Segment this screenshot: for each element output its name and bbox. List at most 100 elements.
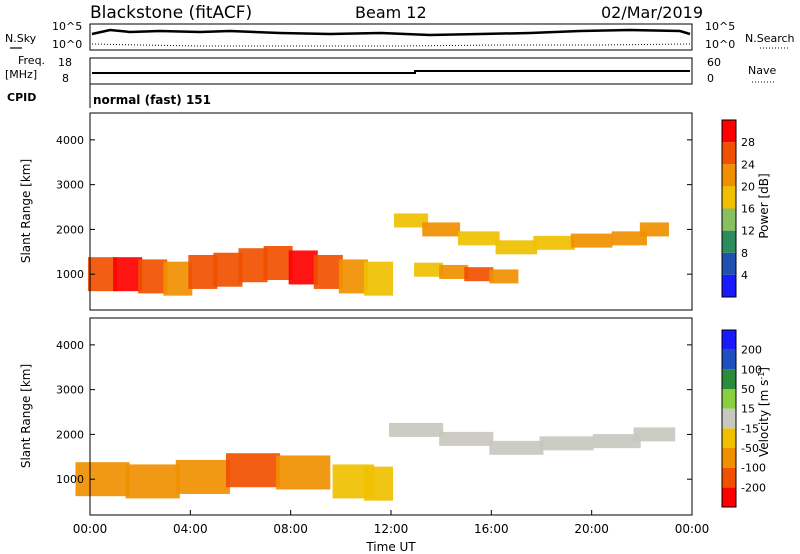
colorbar-segment	[722, 142, 736, 165]
colorbar-tick-label: -50	[741, 442, 759, 455]
colorbar-segment	[722, 408, 736, 429]
colorbar-segment	[722, 448, 736, 468]
data-cell	[138, 259, 168, 294]
nave-tick-bottom: 0	[707, 72, 714, 85]
colorbar-tick-label: -100	[741, 462, 766, 475]
velocity-colorbar-label-exponent: -1	[757, 372, 766, 380]
colorbar-tick-label: 24	[741, 158, 755, 171]
x-tick-label: 08:00	[273, 522, 308, 536]
colorbar-tick-label: 16	[741, 203, 755, 216]
data-cell	[533, 235, 575, 250]
colorbar-segment	[722, 230, 736, 253]
colorbar-segment	[722, 164, 736, 187]
power-data-layer	[88, 213, 669, 296]
colorbar-segment	[722, 252, 736, 275]
noise-right-tick-bottom: 10^0	[705, 38, 735, 51]
colorbar-segment	[722, 467, 736, 488]
data-cell	[338, 259, 368, 294]
data-cell	[439, 264, 469, 279]
data-cell	[489, 440, 544, 455]
colorbar-tick-label: 8	[741, 247, 748, 260]
data-cell	[414, 262, 444, 277]
data-cell	[611, 231, 647, 246]
data-cell	[225, 453, 281, 488]
data-cell	[394, 213, 429, 228]
power-y-axis: 1000 2000 3000 4000	[56, 134, 692, 281]
velocity-colorbar-label-close: ]	[757, 367, 771, 372]
colorbar-tick-label: -15	[741, 422, 759, 435]
data-cell	[188, 254, 218, 289]
frequency-panel: Freq. [MHz] 18 8 60 0 Nave CPID normal (…	[5, 54, 776, 108]
data-cell	[489, 269, 519, 284]
data-cell	[363, 261, 393, 296]
colorbar-tick-label: 20	[741, 180, 755, 193]
noise-sky-label: N.Sky	[5, 32, 37, 45]
colorbar-tick-label: 100	[741, 363, 762, 376]
noise-search-trace	[91, 43, 691, 47]
date-label: 02/Mar/2019	[601, 3, 703, 22]
x-tick-label: 00:00	[675, 522, 710, 536]
noise-panel-frame	[89, 23, 693, 51]
velocity-colorbar: -200 -100 -50 -15 15 50 100 200	[721, 329, 766, 508]
colorbar-tick-label: 12	[741, 225, 755, 238]
x-tick-label: 20:00	[574, 522, 609, 536]
power-panel: 1000 2000 3000 4000 Slant Range [km] 4 8 12 16…	[19, 112, 771, 311]
data-cell	[439, 431, 494, 446]
y-tick-label: 3000	[56, 179, 84, 192]
velocity-data-layer	[75, 422, 676, 501]
noise-left-tick-top: 10^5	[52, 20, 82, 33]
nave-label: Nave	[748, 64, 776, 77]
y-tick-label: 4000	[56, 339, 84, 352]
data-cell	[163, 261, 193, 296]
velocity-y-axis: 1000 2000 3000 4000	[56, 339, 692, 486]
data-cell	[389, 422, 444, 437]
freq-tick-bottom: 8	[62, 72, 69, 85]
freq-tick-top: 18	[58, 56, 72, 69]
data-cell	[213, 252, 243, 287]
cpid-label: CPID	[7, 91, 36, 104]
colorbar-segment	[722, 186, 736, 209]
data-cell	[539, 436, 594, 451]
y-tick-label: 1000	[56, 268, 84, 281]
nave-tick-top: 60	[707, 56, 721, 69]
x-tick-label: 04:00	[173, 522, 208, 536]
freq-trace	[92, 70, 690, 74]
data-cell	[422, 222, 461, 237]
colorbar-frame	[721, 119, 737, 298]
data-cell	[639, 222, 669, 237]
velocity-colorbar-label-text: Velocity [m s	[757, 380, 771, 457]
data-cell	[464, 267, 494, 282]
noise-panel: N.Sky 10^5 10^0 10^5 10^0 N.Search	[5, 20, 795, 51]
colorbar-tick-label: 200	[741, 344, 762, 357]
y-tick-label: 1000	[56, 473, 84, 486]
y-tick-label: 2000	[56, 428, 84, 441]
data-cell	[633, 427, 676, 442]
colorbar-segment	[722, 369, 736, 389]
freq-unit-label: [MHz]	[5, 68, 37, 81]
data-cell	[125, 464, 180, 499]
colorbar-segment	[722, 208, 736, 231]
freq-label: Freq.	[18, 54, 45, 67]
colorbar-tick-label: 50	[741, 383, 755, 396]
data-cell	[495, 240, 538, 255]
noise-sky-trace	[91, 28, 691, 37]
colorbar-tick-label: 15	[741, 403, 755, 416]
colorbar-tick-label: 28	[741, 136, 755, 149]
data-cell	[457, 231, 500, 246]
x-tick-label: 00:00	[73, 522, 108, 536]
x-tick-label: 12:00	[374, 522, 409, 536]
power-colorbar: 4 8 12 16 20 24 28	[721, 119, 755, 298]
colorbar-segment	[722, 274, 736, 297]
noise-right-tick-top: 10^5	[705, 20, 735, 33]
x-tick-label: 16:00	[474, 522, 509, 536]
data-cell	[263, 245, 293, 280]
colorbar-segment	[722, 487, 736, 507]
colorbar-tick-label: 4	[741, 269, 748, 282]
beam-label: Beam 12	[355, 3, 427, 22]
colorbar-segment	[722, 120, 736, 143]
data-cell	[276, 455, 331, 490]
data-cell	[592, 434, 641, 449]
data-cell	[113, 257, 143, 292]
noise-search-label: N.Search	[745, 32, 795, 45]
